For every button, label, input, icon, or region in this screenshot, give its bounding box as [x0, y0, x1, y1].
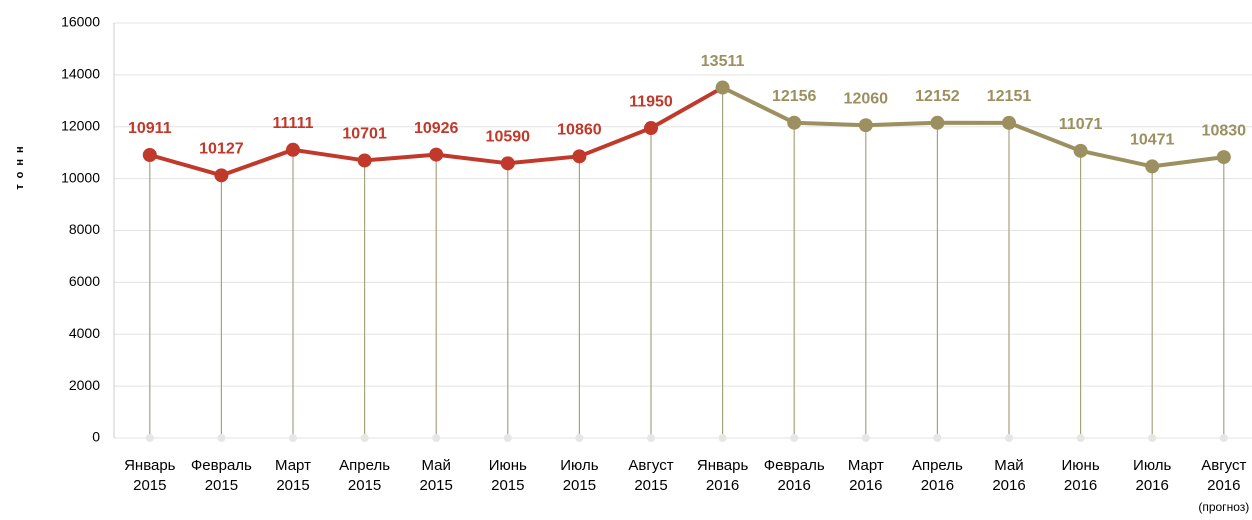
data-label: 11950 [629, 93, 673, 110]
y-tick-label: 2000 [69, 377, 100, 393]
base-marker [289, 434, 297, 442]
x-tick-label: Май 2015 [420, 457, 453, 494]
point [1216, 150, 1231, 165]
x-tick-label: Апрель 2015 [339, 457, 390, 494]
series-connector [650, 85, 724, 130]
x-tick-label: Январь 2015 [124, 457, 176, 494]
point [572, 149, 587, 164]
y-tick-label: 6000 [69, 273, 100, 289]
data-label: 10590 [486, 129, 531, 146]
x-tick-label: Август 2016 (прогноз) [1198, 457, 1249, 514]
y-tick-label: 4000 [69, 325, 100, 341]
x-tick-label: Январь 2016 [697, 457, 749, 494]
base-marker [647, 434, 655, 442]
data-label: 10127 [199, 141, 244, 158]
point [1073, 143, 1088, 158]
point [214, 168, 229, 183]
base-marker [145, 434, 154, 442]
x-tick-label: Май 2016 [992, 457, 1025, 494]
base-marker [575, 434, 584, 442]
y-tick-label: 14000 [61, 66, 100, 82]
series-line [721, 85, 1225, 169]
point [142, 147, 157, 162]
point [286, 142, 300, 157]
base-marker [1148, 434, 1157, 442]
x-tick-label: Июль 2015 [560, 457, 598, 494]
point [930, 115, 945, 130]
y-tick-label: 10000 [61, 169, 100, 185]
data-label: 10471 [1130, 132, 1175, 149]
point [1145, 159, 1160, 174]
data-label: 10860 [557, 122, 602, 139]
y-tick-label: 0 [92, 429, 100, 445]
x-tick-label: Июнь 2016 [1062, 457, 1100, 494]
base-marker [933, 434, 942, 442]
point [429, 147, 444, 162]
base-marker [718, 434, 727, 442]
data-label: 10911 [128, 120, 172, 137]
data-label: 12156 [772, 88, 817, 105]
base-marker [790, 434, 799, 442]
data-label: 10830 [1202, 122, 1247, 139]
y-tick-label: 8000 [69, 221, 100, 237]
base-marker [432, 434, 441, 442]
base-marker [1005, 434, 1013, 442]
point [644, 121, 658, 136]
point [715, 80, 730, 95]
data-label: 12060 [844, 90, 889, 107]
data-label: 12151 [987, 88, 1032, 105]
data-label: 10926 [414, 120, 459, 137]
x-tick-label: Февраль 2016 [764, 457, 825, 494]
x-tick-label: Апрель 2016 [912, 457, 963, 494]
point [500, 156, 515, 171]
base-marker [1076, 434, 1085, 442]
base-marker [1219, 434, 1228, 442]
x-tick-label: Август 2015 [628, 457, 673, 494]
data-label: 11071 [1059, 116, 1103, 133]
y-tick-label: 12000 [61, 117, 100, 133]
x-tick-label: Июль 2016 [1133, 457, 1171, 494]
base-marker [360, 434, 369, 442]
base-marker [861, 434, 870, 442]
point [787, 115, 802, 130]
series-line [149, 126, 652, 178]
x-tick-label: Март 2016 [848, 457, 884, 494]
x-tick-label: Июнь 2015 [489, 457, 527, 494]
x-tick-label: Февраль 2015 [191, 457, 252, 494]
y-tick-label: 16000 [61, 14, 100, 30]
data-label: 13511 [701, 53, 745, 70]
data-label: 11111 [273, 115, 314, 132]
point [858, 118, 873, 133]
point [1002, 115, 1016, 130]
y-axis-label: тонн [14, 140, 26, 189]
base-marker [217, 434, 226, 442]
x-tick-label: Март 2015 [275, 457, 311, 494]
point [357, 153, 372, 168]
data-label: 10701 [342, 126, 387, 143]
data-label: 12152 [915, 88, 960, 105]
base-marker [503, 434, 512, 442]
